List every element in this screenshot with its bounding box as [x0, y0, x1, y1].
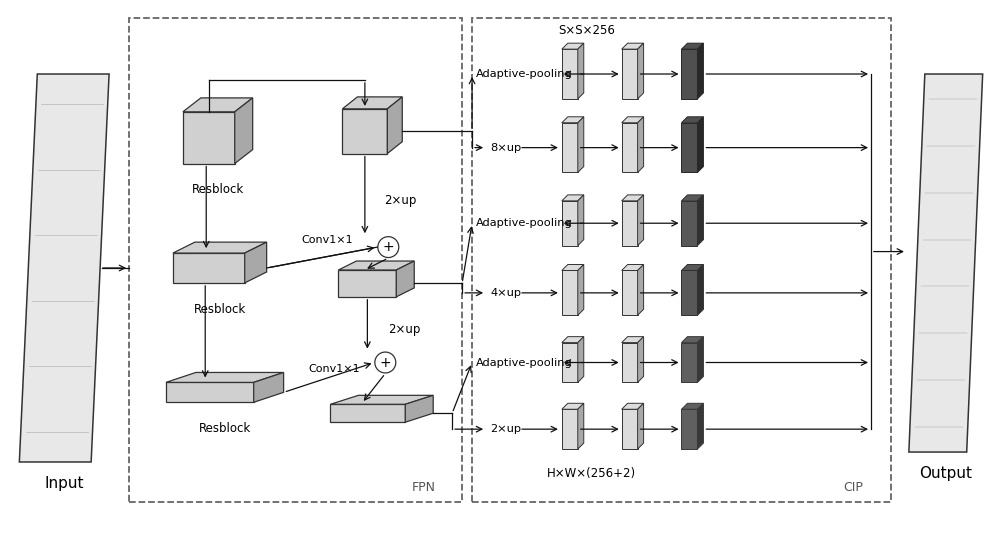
- Polygon shape: [173, 253, 245, 283]
- Polygon shape: [338, 270, 396, 297]
- Polygon shape: [387, 97, 402, 154]
- Polygon shape: [562, 201, 578, 246]
- Text: Adaptive-pooling: Adaptive-pooling: [476, 218, 573, 228]
- Polygon shape: [622, 43, 644, 49]
- Text: H×W×(256+2): H×W×(256+2): [547, 467, 636, 480]
- Polygon shape: [562, 195, 584, 201]
- Text: Resblock: Resblock: [199, 422, 251, 435]
- Polygon shape: [681, 337, 703, 342]
- Polygon shape: [638, 195, 644, 246]
- Text: Adaptive-pooling: Adaptive-pooling: [476, 357, 573, 368]
- Polygon shape: [681, 195, 703, 201]
- Polygon shape: [396, 261, 414, 297]
- Polygon shape: [183, 98, 253, 112]
- Polygon shape: [638, 403, 644, 449]
- Polygon shape: [697, 43, 703, 99]
- Polygon shape: [638, 264, 644, 315]
- Polygon shape: [622, 201, 638, 246]
- Polygon shape: [622, 342, 638, 383]
- Polygon shape: [405, 395, 433, 422]
- Polygon shape: [622, 403, 644, 409]
- Polygon shape: [638, 337, 644, 383]
- Text: 2×up: 2×up: [388, 323, 421, 336]
- Polygon shape: [681, 201, 697, 246]
- Polygon shape: [578, 117, 584, 172]
- Polygon shape: [622, 49, 638, 99]
- Polygon shape: [622, 123, 638, 172]
- Polygon shape: [681, 403, 703, 409]
- Polygon shape: [19, 74, 109, 462]
- Polygon shape: [681, 43, 703, 49]
- Text: Adaptive-pooling: Adaptive-pooling: [476, 69, 573, 79]
- Text: Output: Output: [919, 467, 972, 482]
- Text: S×S×256: S×S×256: [558, 24, 615, 37]
- Polygon shape: [562, 117, 584, 123]
- Polygon shape: [697, 195, 703, 246]
- Polygon shape: [681, 117, 703, 123]
- Polygon shape: [562, 123, 578, 172]
- Polygon shape: [638, 43, 644, 99]
- Text: Resblock: Resblock: [192, 184, 244, 196]
- Text: 4×up: 4×up: [490, 288, 521, 298]
- Polygon shape: [622, 271, 638, 315]
- Circle shape: [378, 236, 399, 257]
- Text: +: +: [382, 240, 394, 254]
- Polygon shape: [681, 271, 697, 315]
- Polygon shape: [622, 195, 644, 201]
- Text: +: +: [380, 355, 391, 370]
- Text: CIP: CIP: [843, 482, 863, 494]
- Polygon shape: [622, 264, 644, 271]
- Polygon shape: [183, 112, 235, 164]
- Polygon shape: [166, 383, 254, 402]
- Polygon shape: [562, 264, 584, 271]
- Polygon shape: [342, 109, 387, 154]
- Polygon shape: [681, 264, 703, 271]
- Polygon shape: [578, 264, 584, 315]
- Polygon shape: [697, 403, 703, 449]
- Text: Input: Input: [44, 476, 84, 491]
- Polygon shape: [681, 342, 697, 383]
- Polygon shape: [578, 43, 584, 99]
- Polygon shape: [622, 409, 638, 449]
- Text: FPN: FPN: [412, 482, 436, 494]
- Polygon shape: [562, 403, 584, 409]
- Polygon shape: [681, 49, 697, 99]
- Polygon shape: [330, 395, 433, 404]
- Polygon shape: [697, 264, 703, 315]
- Polygon shape: [245, 242, 267, 283]
- Polygon shape: [562, 271, 578, 315]
- Polygon shape: [578, 403, 584, 449]
- Polygon shape: [562, 342, 578, 383]
- Polygon shape: [254, 372, 284, 402]
- Polygon shape: [330, 404, 405, 422]
- Polygon shape: [166, 372, 284, 383]
- Polygon shape: [697, 117, 703, 172]
- Polygon shape: [338, 261, 414, 270]
- Polygon shape: [638, 117, 644, 172]
- Text: 2×up: 2×up: [384, 194, 417, 207]
- Polygon shape: [681, 123, 697, 172]
- Text: Conv1×1: Conv1×1: [302, 235, 353, 245]
- Text: 8×up: 8×up: [490, 143, 521, 152]
- Polygon shape: [622, 117, 644, 123]
- Polygon shape: [562, 337, 584, 342]
- Polygon shape: [578, 195, 584, 246]
- Polygon shape: [562, 409, 578, 449]
- Polygon shape: [578, 337, 584, 383]
- Circle shape: [375, 352, 396, 373]
- Polygon shape: [562, 43, 584, 49]
- Polygon shape: [622, 337, 644, 342]
- Text: 2×up: 2×up: [490, 424, 521, 434]
- Text: Resblock: Resblock: [194, 303, 246, 316]
- Polygon shape: [173, 242, 267, 253]
- Polygon shape: [681, 409, 697, 449]
- Polygon shape: [909, 74, 983, 452]
- Polygon shape: [562, 49, 578, 99]
- Polygon shape: [697, 337, 703, 383]
- Text: Conv1×1: Conv1×1: [309, 364, 360, 374]
- Polygon shape: [342, 97, 402, 109]
- Polygon shape: [235, 98, 253, 164]
